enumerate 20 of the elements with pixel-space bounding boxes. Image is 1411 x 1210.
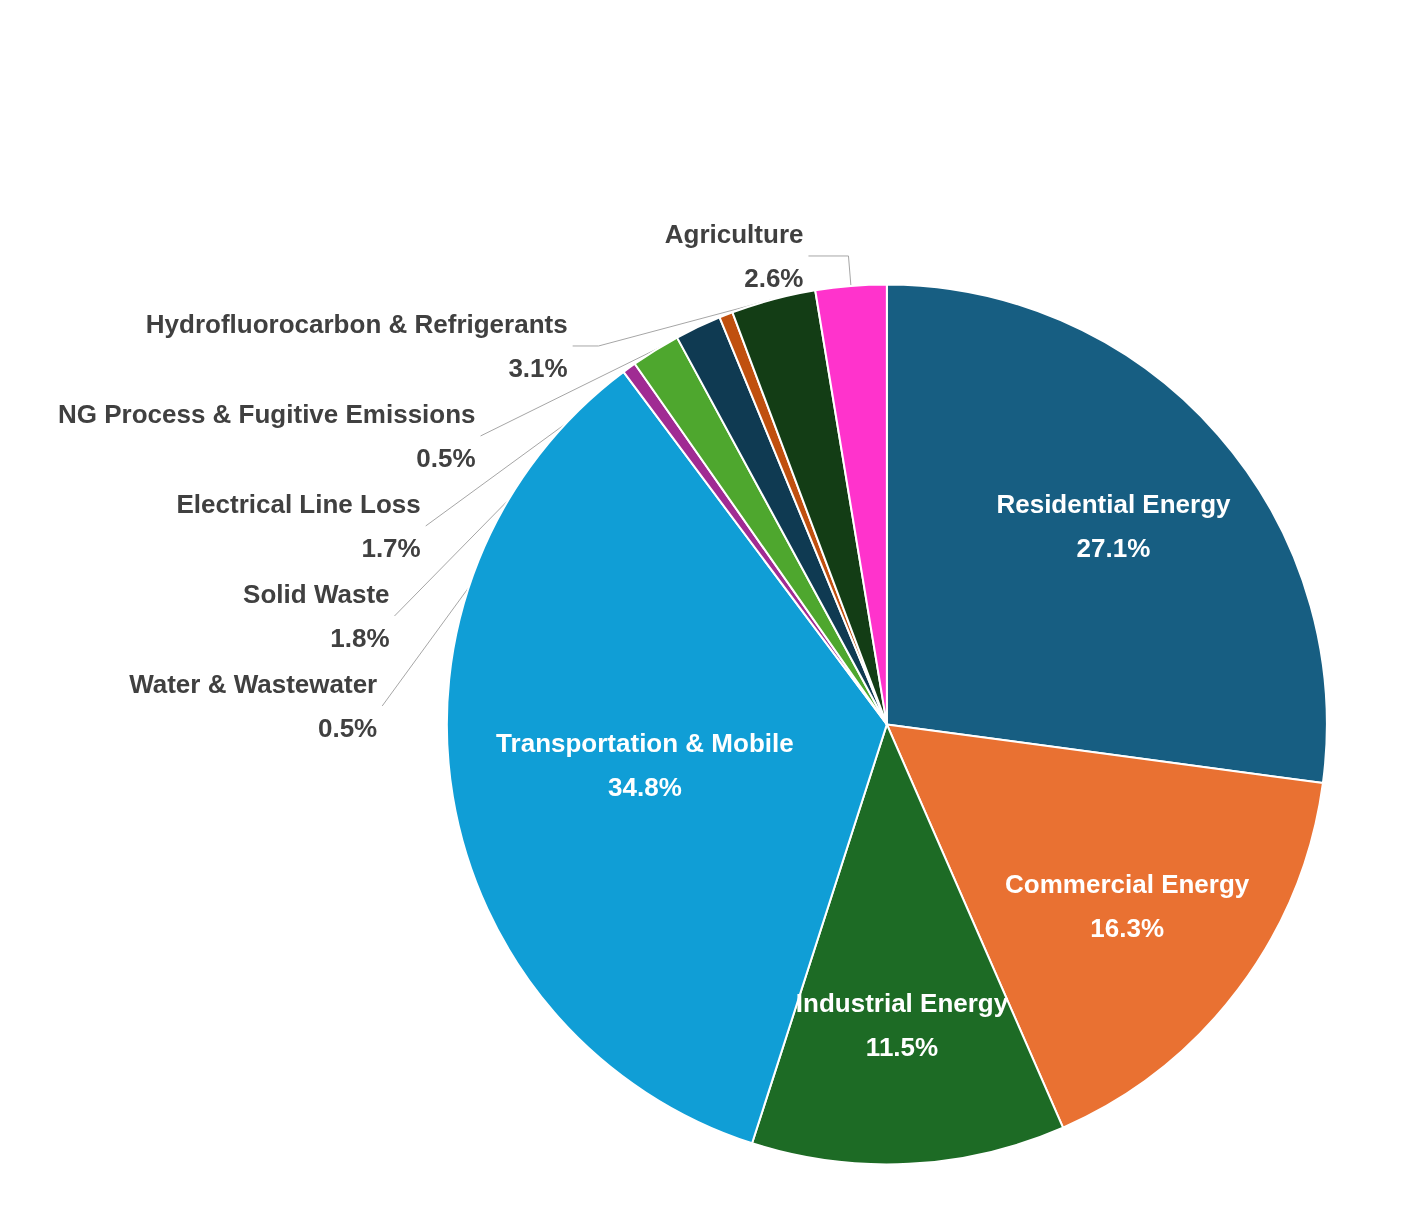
data-label: 16.3% (1090, 912, 1165, 943)
data-label: 3.1% (508, 352, 568, 383)
data-label: 2.6% (744, 262, 804, 293)
slice-label: Transportation & Mobile (496, 727, 794, 758)
slice-label: Residential Energy (996, 489, 1232, 520)
slice-label: Electrical Line Loss (176, 488, 421, 519)
slice-label: Agriculture (664, 218, 804, 249)
data-label: 34.8% (608, 771, 682, 802)
data-label: 0.5% (317, 712, 378, 743)
slice-label: Water & Wastewater (129, 668, 378, 699)
slice-label: Hydrofluorocarbon & Refrigerants (145, 308, 568, 339)
slice-label: NG Process & Fugitive Emissions (57, 398, 476, 429)
data-label: 11.5% (865, 1032, 939, 1063)
slice-label: Solid Waste (243, 578, 390, 609)
data-label: 1.8% (330, 622, 390, 653)
slice-label: Industrial Energy (795, 988, 1009, 1019)
data-label: 27.1% (1076, 533, 1151, 564)
slice-label: Commercial Energy (1005, 868, 1250, 899)
data-label: 0.5% (416, 442, 476, 473)
data-label: 1.7% (361, 532, 421, 563)
